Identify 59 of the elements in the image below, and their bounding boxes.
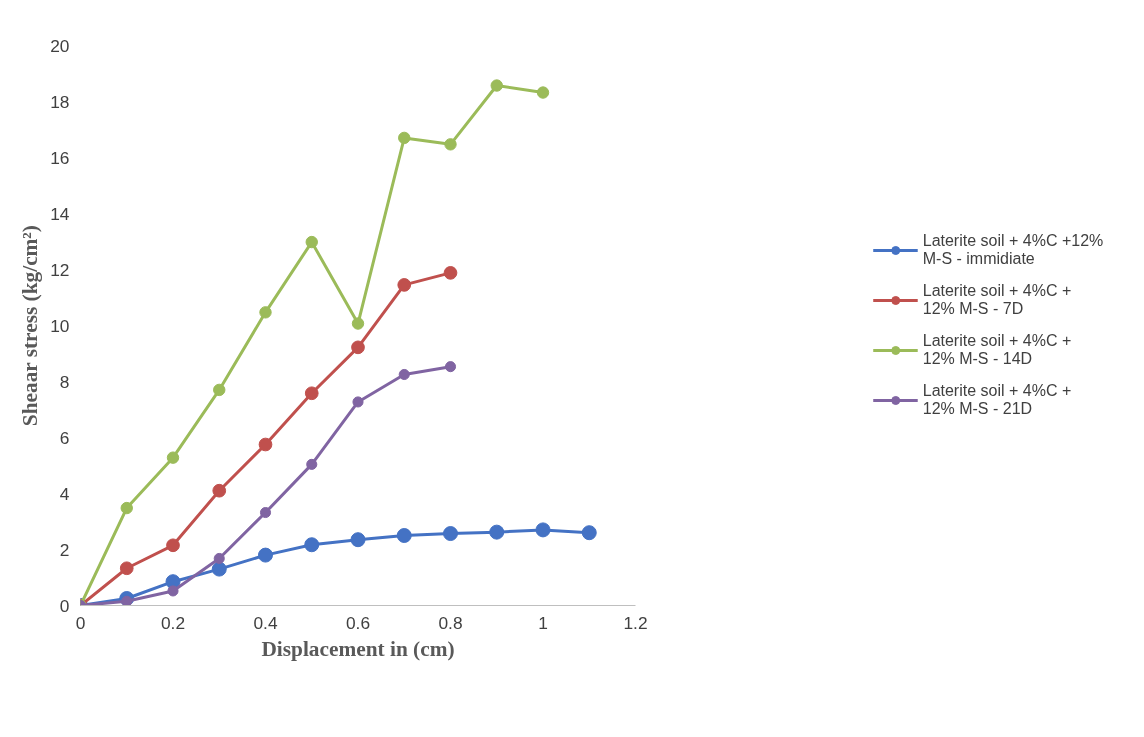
point	[536, 86, 550, 99]
point	[212, 483, 227, 498]
point	[581, 525, 597, 541]
y-axis-title: Sheaar stress (kg/cm²)	[18, 225, 43, 427]
point	[351, 340, 365, 355]
point	[535, 522, 551, 538]
y-tick-label: 14	[50, 203, 70, 224]
point	[259, 507, 272, 519]
legend-label: Laterite soil + 4%C +12% M-S - immidiate	[922, 232, 1104, 268]
point	[396, 528, 412, 543]
point	[351, 317, 365, 330]
point	[258, 547, 273, 563]
point	[120, 501, 133, 515]
point	[398, 131, 411, 145]
point	[397, 278, 412, 292]
y-tick-label: 18	[50, 91, 70, 112]
point	[304, 537, 320, 553]
point	[350, 532, 366, 548]
point	[213, 383, 226, 397]
point	[213, 552, 225, 564]
y-tick-label: 4	[59, 483, 70, 504]
y-tick-label: 0	[59, 595, 70, 616]
legend-label: Laterite soil + 4%C + 12% M-S - 21D	[922, 382, 1072, 418]
point	[490, 79, 503, 92]
point	[259, 306, 272, 319]
point	[305, 235, 318, 249]
y-tick-label: 2	[59, 539, 70, 560]
point	[444, 138, 457, 151]
y-tick-label: 8	[59, 371, 70, 392]
point	[352, 396, 364, 408]
legend-label: Laterite soil + 4%C + 12% M-S - 7D	[922, 282, 1072, 318]
y-tick-label: 16	[50, 147, 70, 168]
point	[258, 437, 273, 452]
y-tick-label: 20	[50, 35, 70, 56]
x-tick-label: 1	[538, 612, 548, 633]
point	[167, 585, 179, 597]
point	[443, 526, 458, 542]
point	[166, 451, 180, 464]
point	[444, 361, 457, 373]
y-tick-label: 12	[50, 259, 70, 280]
x-tick-label: 1.2	[623, 612, 648, 633]
point	[306, 458, 318, 470]
x-axis-title: Displacement in (cm)	[261, 636, 455, 661]
legend-label: Laterite soil + 4%C + 12% M-S - 14D	[922, 332, 1072, 368]
x-tick-label: 0.8	[438, 612, 463, 633]
y-tick-label: 10	[50, 315, 70, 336]
point	[304, 386, 319, 401]
point	[119, 561, 134, 576]
point	[211, 561, 227, 577]
x-tick-label: 0	[75, 612, 86, 633]
x-tick-label: 0.6	[345, 612, 371, 633]
point	[121, 595, 133, 606]
point	[398, 368, 410, 381]
point	[489, 524, 505, 540]
point	[166, 538, 180, 553]
x-tick-label: 0.2	[160, 612, 186, 633]
x-tick-label: 0.4	[253, 612, 278, 633]
y-tick-label: 6	[59, 427, 70, 448]
point	[443, 266, 458, 280]
